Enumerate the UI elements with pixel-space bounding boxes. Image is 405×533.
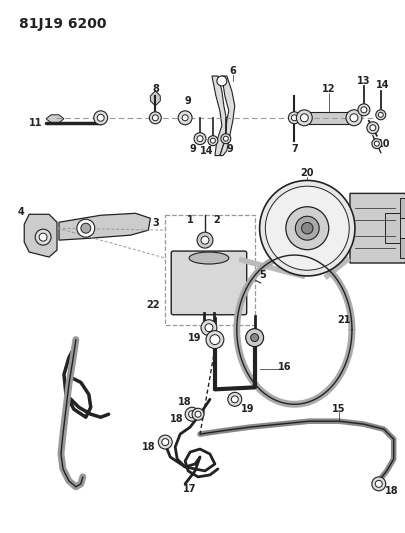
- Polygon shape: [349, 193, 405, 263]
- Text: 9: 9: [226, 143, 232, 154]
- Circle shape: [196, 136, 202, 142]
- Text: 1: 1: [186, 215, 193, 225]
- Text: 8: 8: [151, 84, 158, 94]
- Bar: [399, 198, 405, 218]
- Circle shape: [94, 111, 107, 125]
- Text: 18: 18: [141, 442, 155, 452]
- Circle shape: [35, 229, 51, 245]
- Text: 12: 12: [322, 84, 335, 94]
- Text: 81J19 6200: 81J19 6200: [19, 17, 107, 31]
- Text: 14: 14: [200, 146, 213, 156]
- Circle shape: [374, 480, 382, 487]
- Circle shape: [97, 114, 104, 122]
- Circle shape: [161, 439, 168, 446]
- Polygon shape: [220, 76, 234, 156]
- Text: 13: 13: [356, 76, 370, 86]
- Circle shape: [39, 233, 47, 241]
- Circle shape: [301, 222, 312, 234]
- Circle shape: [360, 107, 366, 113]
- Text: 5: 5: [258, 270, 265, 280]
- Text: 22: 22: [146, 300, 160, 310]
- Polygon shape: [59, 213, 150, 240]
- Circle shape: [188, 411, 195, 418]
- Circle shape: [205, 330, 223, 349]
- Text: 18: 18: [178, 397, 192, 407]
- Circle shape: [245, 329, 263, 346]
- Text: 21: 21: [337, 314, 350, 325]
- Circle shape: [227, 392, 241, 406]
- Circle shape: [194, 411, 200, 417]
- Text: 14: 14: [375, 80, 388, 90]
- Circle shape: [288, 112, 300, 124]
- Text: 7: 7: [290, 143, 297, 154]
- Circle shape: [296, 110, 311, 126]
- Circle shape: [291, 115, 296, 121]
- Circle shape: [250, 334, 258, 342]
- Circle shape: [81, 223, 91, 233]
- Circle shape: [371, 477, 385, 491]
- Ellipse shape: [189, 252, 228, 264]
- Text: 2: 2: [213, 215, 220, 225]
- Circle shape: [369, 125, 375, 131]
- Text: 20: 20: [300, 168, 313, 179]
- Text: 18: 18: [384, 486, 398, 496]
- Text: 3: 3: [151, 218, 158, 228]
- Text: 9: 9: [189, 143, 196, 154]
- Polygon shape: [24, 214, 57, 257]
- Circle shape: [220, 134, 230, 144]
- Text: 11: 11: [29, 118, 43, 128]
- Circle shape: [300, 114, 307, 122]
- Bar: [399, 238, 405, 258]
- Circle shape: [210, 138, 215, 143]
- Circle shape: [345, 110, 361, 126]
- Circle shape: [194, 133, 205, 144]
- Circle shape: [377, 112, 382, 117]
- Circle shape: [366, 122, 378, 134]
- Circle shape: [192, 408, 203, 420]
- Circle shape: [357, 104, 369, 116]
- Circle shape: [152, 115, 158, 121]
- Text: 6: 6: [229, 66, 236, 76]
- Bar: [165, 215, 254, 325]
- Circle shape: [373, 141, 378, 146]
- Text: 17: 17: [183, 484, 196, 494]
- Text: 16: 16: [277, 362, 290, 373]
- Circle shape: [207, 136, 217, 146]
- Circle shape: [205, 324, 212, 332]
- Bar: [384, 213, 399, 243]
- Text: 19: 19: [188, 333, 201, 343]
- Circle shape: [375, 110, 385, 120]
- Circle shape: [231, 396, 238, 403]
- Polygon shape: [46, 115, 64, 123]
- Circle shape: [158, 435, 172, 449]
- Circle shape: [185, 407, 198, 421]
- Circle shape: [200, 236, 209, 244]
- Circle shape: [149, 112, 161, 124]
- Circle shape: [196, 232, 212, 248]
- Text: 19: 19: [240, 404, 254, 414]
- FancyBboxPatch shape: [171, 251, 246, 315]
- Circle shape: [259, 181, 354, 276]
- Circle shape: [371, 139, 381, 149]
- Text: 9: 9: [184, 96, 191, 106]
- Circle shape: [349, 114, 357, 122]
- Circle shape: [265, 186, 348, 270]
- Circle shape: [77, 219, 94, 237]
- Circle shape: [200, 320, 216, 336]
- Text: 15: 15: [332, 404, 345, 414]
- Bar: [304, 112, 353, 124]
- Text: 18: 18: [170, 414, 183, 424]
- Text: 10: 10: [376, 139, 390, 149]
- Circle shape: [223, 136, 228, 141]
- Polygon shape: [211, 76, 226, 156]
- Circle shape: [209, 335, 220, 345]
- Polygon shape: [150, 91, 160, 106]
- Text: 4: 4: [18, 207, 25, 217]
- Circle shape: [178, 111, 192, 125]
- Circle shape: [182, 115, 188, 121]
- Circle shape: [285, 207, 328, 249]
- Circle shape: [216, 76, 226, 86]
- Circle shape: [294, 216, 318, 240]
